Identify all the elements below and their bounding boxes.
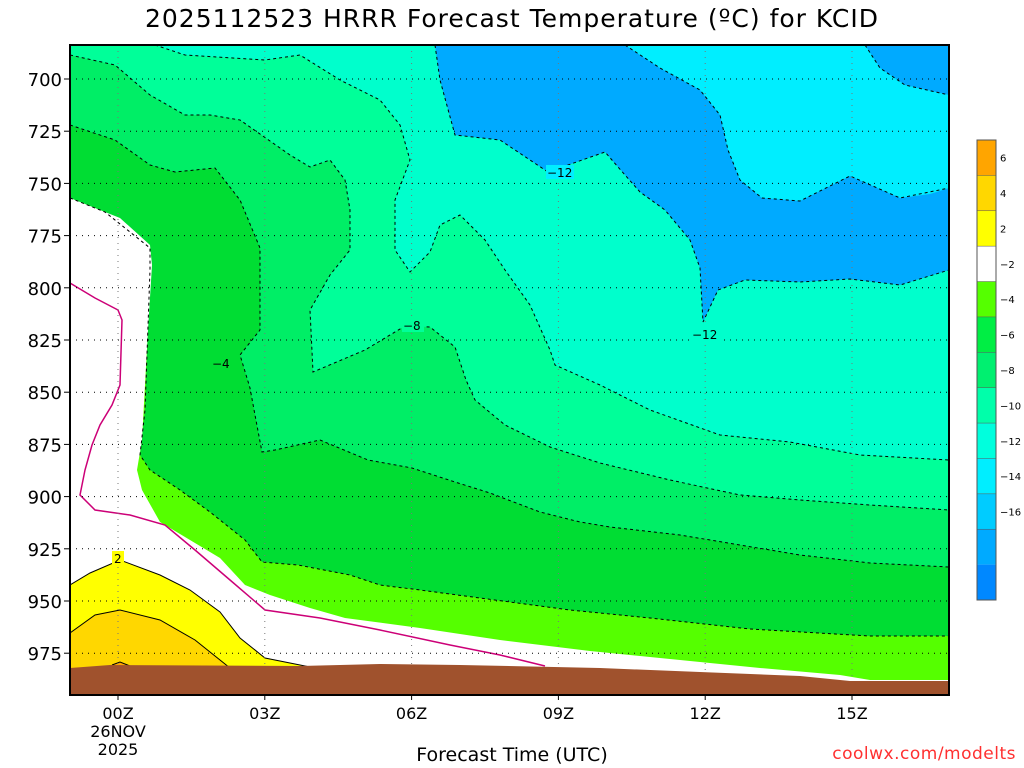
colorbar-label: −8	[1000, 366, 1015, 377]
x-axis-label: Forecast Time (UTC)	[416, 744, 608, 766]
colorbar-swatch	[977, 281, 996, 317]
colorbar-swatch	[977, 564, 996, 600]
y-tick-label: 900	[28, 488, 62, 509]
warm-contours	[70, 559, 316, 669]
colorbar-swatch	[977, 352, 996, 388]
colorbar-swatch	[977, 246, 996, 282]
contour-labels: −12 −12 −8 −4 2	[112, 165, 719, 566]
colorbar-swatch	[977, 316, 996, 353]
colorbar-label: 6	[1000, 154, 1006, 165]
y-tick-label: 750	[28, 174, 62, 195]
colorbar-label: −2	[1000, 260, 1015, 271]
colorbar-label: 2	[1000, 224, 1006, 235]
colorbar-swatch	[977, 458, 996, 494]
y-tick-label: 825	[28, 331, 62, 352]
contour-label: −12	[547, 166, 572, 180]
contour-label: −4	[212, 357, 230, 371]
contour-label: −12	[692, 328, 717, 342]
colorbar-swatch	[977, 493, 996, 530]
y-tick-label: 725	[28, 122, 62, 143]
terrain	[70, 664, 949, 695]
x-tick-label: 03Z	[249, 704, 280, 723]
band-plus6	[112, 662, 130, 666]
y-tick-label: 875	[28, 435, 62, 456]
colorbar: 6 4 2 −2 −4 −6 −8 −10 −12 −14 −16	[976, 139, 1021, 601]
chart-title: 2025112523 HRRR Forecast Temperature (ºC…	[144, 4, 880, 33]
colorbar-label: −6	[1000, 331, 1015, 342]
y-tick-label: 800	[28, 279, 62, 300]
colorbar-frame	[976, 139, 997, 601]
colorbar-label: −12	[1000, 437, 1021, 448]
colorbar-swatch	[977, 423, 996, 459]
x-tick-year: 2025	[98, 740, 139, 759]
colorbar-swatch	[977, 175, 996, 211]
x-tick-label: 12Z	[690, 704, 721, 723]
y-tick-label: 850	[28, 383, 62, 404]
colorbar-label: 4	[1000, 189, 1006, 200]
y-tick-label: 700	[28, 70, 62, 91]
plot-area	[70, 45, 949, 695]
credit-text: coolwx.com/modelts	[832, 744, 1016, 764]
contour-lines	[70, 45, 949, 637]
colorbar-swatch	[977, 210, 996, 247]
band-minus4	[70, 45, 949, 695]
y-tick-label: 775	[28, 227, 62, 248]
y-axis: 700 725 750 775 800 825 850 875 900 925 950 975	[28, 70, 70, 665]
colorbar-swatch	[977, 140, 996, 176]
x-tick-label: 09Z	[543, 704, 574, 723]
colorbar-label: −10	[1000, 401, 1021, 412]
x-tick-label: 00Z	[102, 704, 133, 723]
y-tick-label: 950	[28, 592, 62, 613]
x-tick-label: 06Z	[396, 704, 427, 723]
plot-frame	[69, 44, 950, 696]
contour-label: 2	[114, 552, 122, 566]
contour-label: −8	[403, 319, 421, 333]
band-minus12	[70, 45, 949, 201]
colorbar-label: −16	[1000, 508, 1021, 519]
x-tick-date: 26NOV	[90, 722, 146, 741]
y-tick-label: 925	[28, 540, 62, 561]
freezing-line	[70, 282, 546, 667]
grid-lines	[70, 45, 949, 695]
x-tick-label: 15Z	[836, 704, 867, 723]
colorbar-label: −14	[1000, 472, 1021, 483]
colorbar-label: −4	[1000, 295, 1015, 306]
colorbar-swatch	[977, 529, 996, 565]
y-tick-label: 975	[28, 644, 62, 665]
colorbar-swatch	[977, 387, 996, 424]
